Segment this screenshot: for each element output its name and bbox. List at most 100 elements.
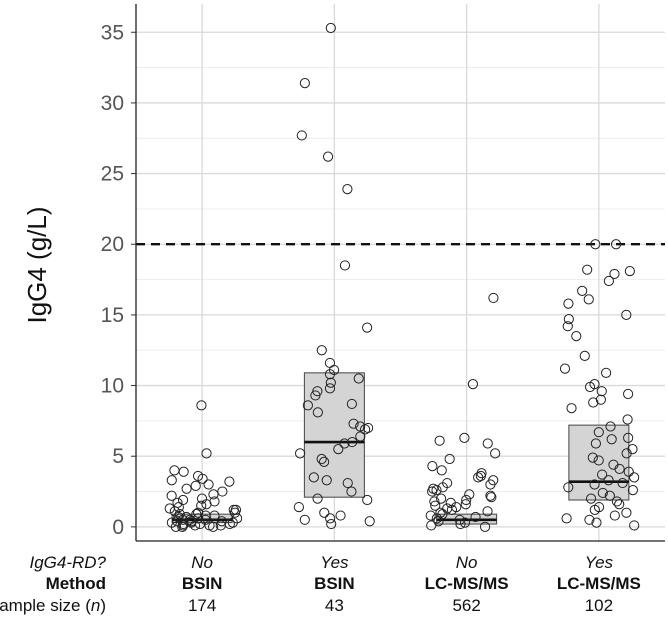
data-point — [299, 514, 310, 525]
data-point — [459, 517, 471, 528]
data-point — [621, 448, 632, 459]
data-point — [479, 521, 491, 532]
data-point — [201, 448, 212, 459]
data-point — [203, 479, 214, 490]
data-point — [348, 418, 359, 429]
data-point — [362, 322, 373, 333]
data-point — [566, 403, 577, 414]
data-point — [308, 472, 319, 483]
data-point — [166, 475, 177, 486]
data-point — [455, 518, 466, 530]
data-point — [164, 503, 175, 514]
data-point — [604, 490, 615, 501]
data-point — [611, 496, 623, 507]
data-point — [217, 486, 228, 497]
data-point — [342, 184, 353, 195]
data-point — [324, 369, 336, 380]
data-point — [629, 520, 640, 531]
category-igg4rd: No — [456, 553, 478, 572]
data-point — [610, 239, 622, 250]
data-point — [606, 434, 617, 445]
y-tick-label: 20 — [101, 233, 124, 256]
data-point — [588, 397, 599, 408]
data-point — [324, 383, 336, 394]
data-point — [208, 489, 219, 500]
data-point — [326, 518, 337, 530]
data-point — [364, 516, 375, 527]
data-point — [360, 424, 371, 435]
data-point — [482, 438, 493, 449]
data-point — [194, 518, 206, 530]
data-point — [430, 500, 441, 511]
data-point — [593, 455, 604, 466]
category-igg4rd: Yes — [320, 553, 349, 572]
data-point — [316, 345, 327, 356]
data-point — [444, 453, 455, 465]
data-point — [609, 510, 620, 521]
data-point — [470, 511, 481, 523]
data-point — [595, 394, 607, 405]
data-point — [609, 268, 620, 280]
data-point — [427, 486, 438, 497]
data-point — [571, 330, 582, 342]
data-point — [583, 294, 594, 305]
category-sample-size: 562 — [452, 596, 480, 615]
data-point — [169, 465, 180, 476]
row-header-sample-size: Sample size (n) — [0, 596, 106, 615]
data-point — [482, 506, 493, 517]
data-point — [293, 501, 304, 513]
data-point — [559, 363, 571, 374]
y-tick-label: 10 — [101, 375, 124, 398]
data-point — [299, 78, 310, 89]
category-sample-size: 174 — [188, 596, 216, 615]
data-point — [601, 367, 612, 378]
data-point — [627, 485, 639, 496]
data-point — [229, 507, 241, 518]
data-point — [321, 475, 332, 486]
data-point — [593, 427, 604, 438]
data-point — [587, 452, 598, 463]
data-point — [603, 275, 614, 287]
y-tick-label: 15 — [101, 304, 124, 327]
category-method: BSIN — [314, 574, 355, 593]
data-point — [209, 510, 220, 521]
data-point — [459, 432, 470, 443]
data-point — [590, 239, 601, 250]
data-point — [623, 432, 634, 443]
data-point — [597, 469, 608, 480]
y-tick-label: 30 — [101, 92, 124, 115]
data-point — [624, 265, 635, 277]
y-tick-label: 5 — [112, 445, 124, 468]
data-point — [169, 506, 180, 517]
data-point — [177, 521, 188, 532]
data-point — [614, 499, 625, 510]
data-point — [181, 483, 192, 494]
data-point — [346, 486, 357, 497]
data-point — [324, 357, 336, 369]
data-point — [603, 475, 614, 486]
data-point — [563, 482, 574, 493]
row-header-igg4rd: IgG4-RD? — [29, 553, 106, 572]
data-point — [623, 388, 634, 400]
data-point — [623, 466, 634, 477]
data-point — [563, 314, 574, 325]
data-point — [617, 477, 628, 489]
data-point — [335, 510, 346, 521]
data-point — [177, 494, 189, 506]
data-point — [166, 490, 177, 501]
data-point — [563, 298, 574, 309]
data-point — [621, 507, 632, 518]
data-point — [178, 520, 189, 531]
data-point — [196, 500, 207, 511]
data-point — [325, 377, 336, 388]
data-point — [436, 493, 447, 504]
y-tick-label: 25 — [101, 163, 124, 186]
data-point — [561, 513, 572, 524]
data-point — [579, 350, 590, 361]
data-point — [296, 130, 307, 141]
data-point — [319, 507, 330, 518]
category-igg4rd: Yes — [585, 553, 614, 572]
data-point — [355, 431, 366, 442]
data-point — [426, 520, 437, 531]
